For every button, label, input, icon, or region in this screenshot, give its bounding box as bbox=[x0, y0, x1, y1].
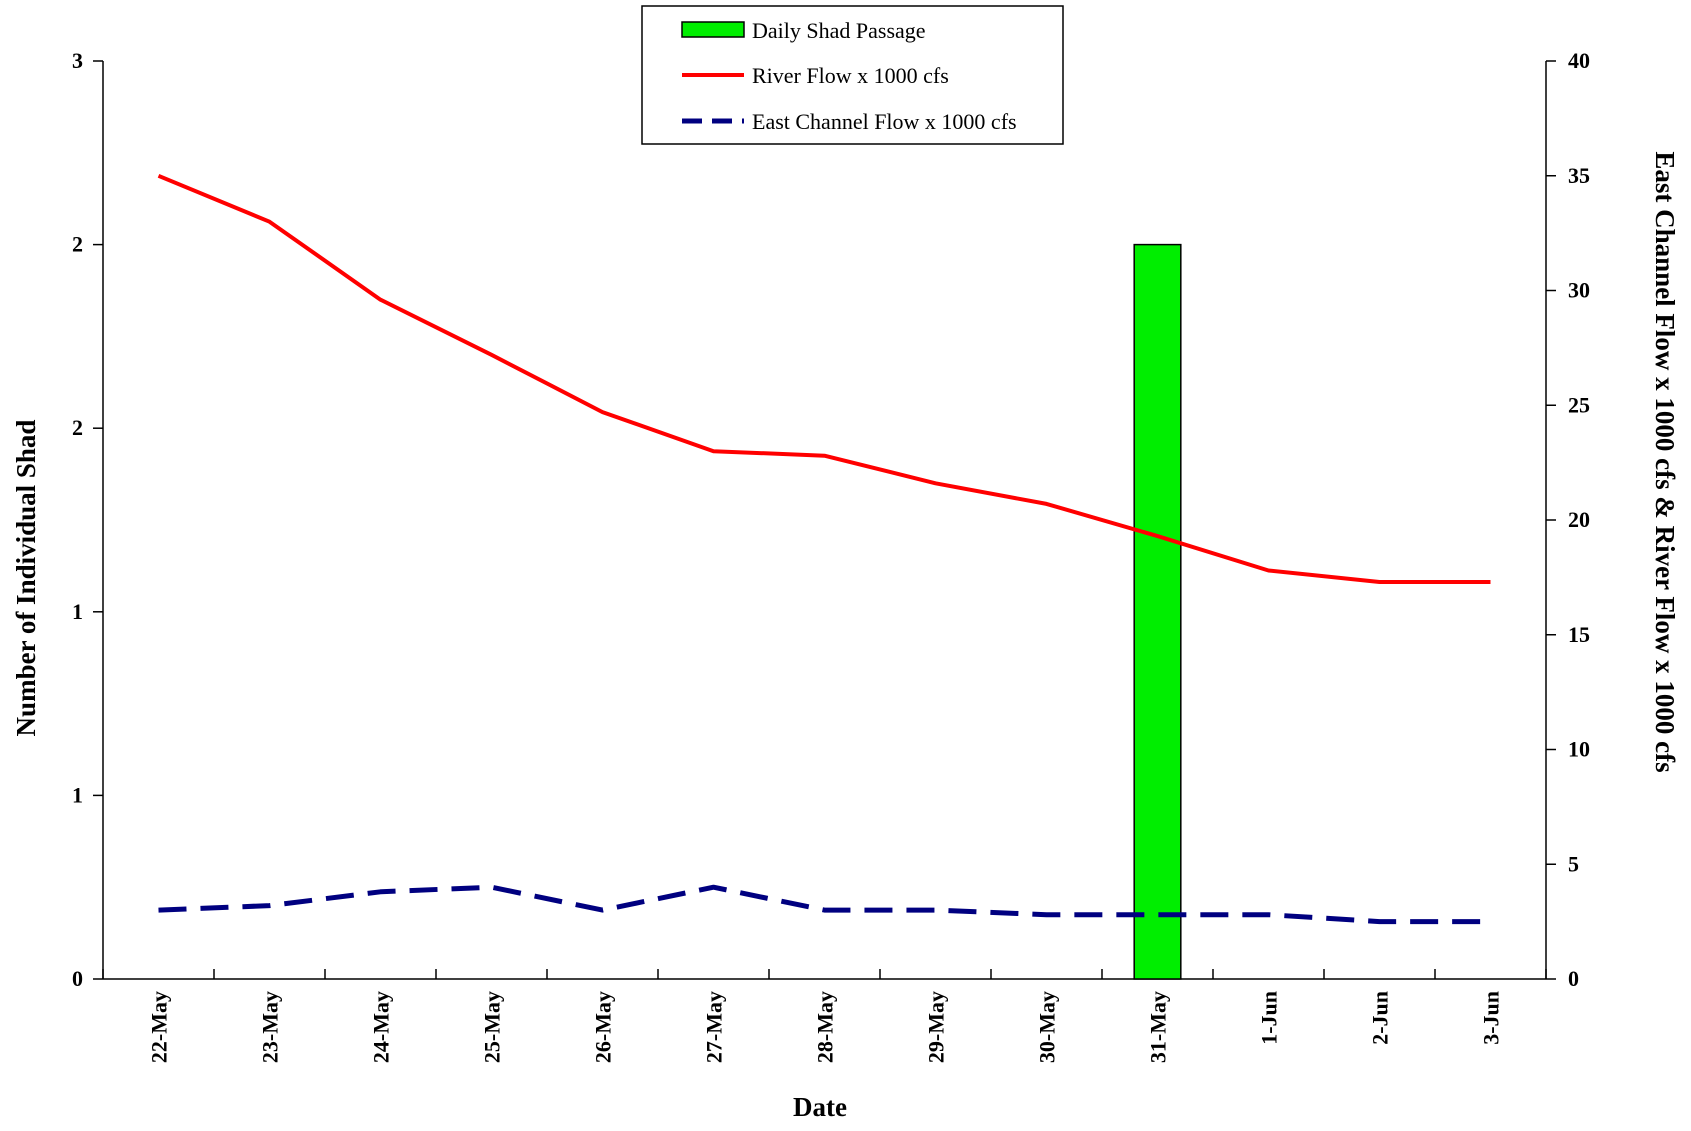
y-left-tick-label: 0 bbox=[72, 966, 83, 991]
x-tick-label: 27-May bbox=[702, 991, 727, 1063]
legend: Daily Shad Passage River Flow x 1000 cfs… bbox=[641, 5, 1064, 145]
y-right-tick-label: 15 bbox=[1568, 622, 1590, 647]
y-left-axis-title: Number of Individual Shad bbox=[11, 420, 41, 737]
y-right-tick-label: 20 bbox=[1568, 507, 1590, 532]
x-tick-label: 26-May bbox=[591, 991, 616, 1063]
y-right-tick-label: 35 bbox=[1568, 163, 1590, 188]
legend-label-east-channel-flow: East Channel Flow x 1000 cfs bbox=[752, 109, 1017, 134]
y-right-tick-label: 10 bbox=[1568, 737, 1590, 762]
x-tick-label: 3-Jun bbox=[1479, 991, 1504, 1045]
legend-label-river-flow: River Flow x 1000 cfs bbox=[752, 63, 949, 88]
y-right-tick-label: 25 bbox=[1568, 392, 1590, 417]
x-tick-label: 22-May bbox=[147, 991, 172, 1063]
x-axis-title: Date bbox=[793, 1092, 847, 1122]
legend-label-shad-passage: Daily Shad Passage bbox=[752, 18, 926, 43]
y-left-tick-label: 1 bbox=[72, 782, 83, 807]
line-east-channel-flow bbox=[158, 884, 1491, 925]
y-right-tick-label: 5 bbox=[1568, 851, 1579, 876]
y-left-tick-label: 3 bbox=[72, 48, 83, 73]
y-left-tick-label: 2 bbox=[72, 232, 83, 257]
x-tick-label: 2-Jun bbox=[1368, 991, 1393, 1045]
bar-shad-passage bbox=[1133, 243, 1182, 980]
y-right-tick-label: 30 bbox=[1568, 278, 1590, 303]
x-tick-label: 24-May bbox=[369, 991, 394, 1063]
x-tick-label: 1-Jun bbox=[1257, 991, 1282, 1045]
y-right-axis-title: East Channel Flow x 1000 cfs & River Flo… bbox=[1650, 151, 1680, 772]
y-right-tick-label: 0 bbox=[1568, 966, 1579, 991]
x-tick-label: 30-May bbox=[1035, 991, 1060, 1063]
x-tick-label: 29-May bbox=[924, 991, 949, 1063]
axes bbox=[93, 60, 1556, 980]
x-tick-label: 23-May bbox=[258, 991, 283, 1063]
series-lines bbox=[157, 173, 1491, 925]
y-left-tick-label: 2 bbox=[72, 415, 83, 440]
x-tick-label: 28-May bbox=[813, 991, 838, 1063]
line-river-flow bbox=[157, 173, 1491, 584]
y-right-tick-label: 40 bbox=[1568, 48, 1590, 73]
x-tick-label: 25-May bbox=[480, 991, 505, 1063]
legend-swatch-shad-passage bbox=[681, 21, 745, 38]
y-left-tick-label: 1 bbox=[72, 599, 83, 624]
x-tick-label: 31-May bbox=[1146, 991, 1171, 1063]
bars bbox=[1133, 243, 1182, 980]
